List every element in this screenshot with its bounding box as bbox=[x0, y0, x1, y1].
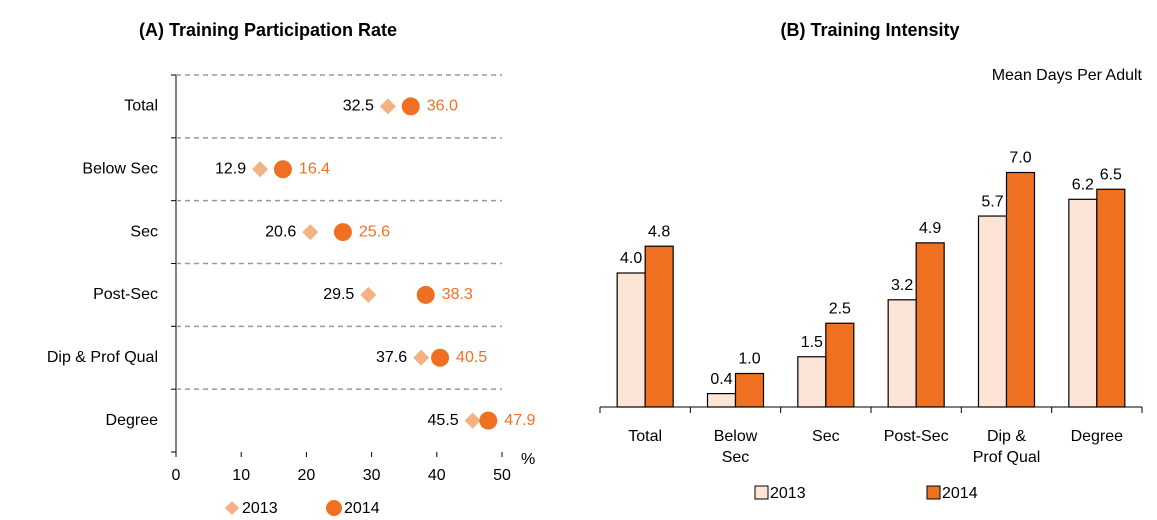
legend-swatch bbox=[926, 485, 941, 500]
data-label: 4.0 bbox=[620, 250, 642, 267]
legend-label: 2014 bbox=[942, 485, 978, 502]
y-tick-label: Post-Sec bbox=[93, 286, 158, 303]
x-tick-label: 20 bbox=[298, 467, 316, 484]
legend-label: 2013 bbox=[770, 485, 806, 502]
legend-swatch bbox=[754, 485, 769, 500]
chart-title: (B) Training Intensity bbox=[780, 20, 959, 40]
data-label: 12.9 bbox=[215, 160, 246, 177]
x-axis-label: % bbox=[521, 451, 535, 468]
x-tick-label: Post-Sec bbox=[884, 428, 949, 445]
data-point bbox=[416, 285, 435, 304]
bar bbox=[1005, 171, 1036, 408]
x-tick-label: 40 bbox=[428, 467, 446, 484]
bar bbox=[915, 242, 945, 408]
data-label: 3.2 bbox=[891, 277, 913, 294]
data-label: 1.5 bbox=[801, 334, 823, 351]
bar bbox=[825, 322, 855, 408]
x-tick-label: Total bbox=[628, 428, 662, 445]
data-point bbox=[479, 411, 498, 430]
data-point bbox=[273, 160, 292, 179]
bar bbox=[644, 245, 674, 408]
data-point bbox=[413, 349, 430, 366]
y-tick-label: Degree bbox=[106, 412, 159, 429]
data-label: 6.2 bbox=[1072, 177, 1094, 194]
legend-label: 2014 bbox=[344, 500, 380, 517]
data-label: 2.5 bbox=[829, 300, 851, 317]
data-point bbox=[379, 98, 396, 115]
data-label: 40.5 bbox=[456, 349, 487, 366]
x-tick-label: 50 bbox=[493, 467, 511, 484]
y-tick-label: Dip & Prof Qual bbox=[47, 349, 158, 366]
y-tick-label: Total bbox=[124, 98, 158, 115]
data-label: 0.4 bbox=[710, 371, 732, 388]
legend-marker bbox=[326, 500, 342, 516]
data-label: 7.0 bbox=[1009, 150, 1031, 167]
data-label: 38.3 bbox=[442, 286, 473, 303]
data-label: 29.5 bbox=[323, 286, 354, 303]
data-point bbox=[360, 286, 377, 303]
x-tick-label: Below Sec bbox=[714, 428, 758, 466]
x-tick-label: Degree bbox=[1071, 428, 1124, 445]
y-axis-label: Mean Days Per Adult bbox=[992, 67, 1143, 84]
x-tick-label: 30 bbox=[363, 467, 381, 484]
legend-label: 2013 bbox=[242, 500, 278, 517]
y-tick-label: Sec bbox=[130, 223, 158, 240]
data-label: 4.8 bbox=[648, 223, 670, 240]
data-label: 6.5 bbox=[1100, 166, 1122, 183]
bar bbox=[797, 356, 827, 408]
data-point bbox=[302, 224, 319, 241]
bar bbox=[1096, 188, 1126, 408]
bar bbox=[616, 272, 646, 408]
data-label: 36.0 bbox=[427, 98, 458, 115]
data-label: 20.6 bbox=[265, 223, 296, 240]
data-point bbox=[252, 161, 269, 178]
y-tick-label: Below Sec bbox=[82, 160, 158, 177]
data-point bbox=[401, 97, 420, 116]
data-label: 25.6 bbox=[359, 223, 390, 240]
chart-title: (A) Training Participation Rate bbox=[139, 20, 397, 40]
data-point bbox=[431, 348, 450, 367]
data-label: 4.9 bbox=[919, 220, 941, 237]
bar bbox=[887, 299, 917, 408]
x-tick-label: Dip & Prof Qual bbox=[973, 428, 1041, 466]
data-label: 47.9 bbox=[504, 412, 535, 429]
legend-marker bbox=[225, 501, 239, 515]
bar bbox=[734, 372, 765, 408]
bar bbox=[706, 393, 737, 408]
x-tick-label: 10 bbox=[232, 467, 250, 484]
data-point bbox=[333, 223, 352, 242]
data-label: 5.7 bbox=[981, 193, 1003, 210]
x-tick-label: 0 bbox=[172, 467, 181, 484]
data-point bbox=[464, 412, 481, 429]
data-label: 45.5 bbox=[428, 412, 459, 429]
data-label: 37.6 bbox=[376, 349, 407, 366]
data-label: 1.0 bbox=[738, 351, 760, 368]
x-tick-label: Sec bbox=[812, 428, 840, 445]
data-label: 32.5 bbox=[343, 98, 374, 115]
bar bbox=[1068, 198, 1098, 408]
bar bbox=[977, 215, 1008, 408]
data-label: 16.4 bbox=[299, 160, 330, 177]
